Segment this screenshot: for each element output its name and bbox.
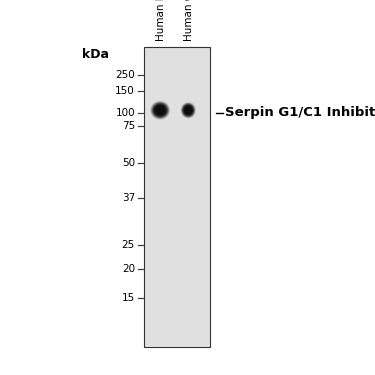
Ellipse shape: [155, 106, 165, 115]
Ellipse shape: [183, 105, 193, 116]
Ellipse shape: [184, 106, 192, 114]
Ellipse shape: [183, 105, 194, 116]
Text: 150: 150: [115, 86, 135, 96]
Ellipse shape: [156, 107, 164, 114]
Ellipse shape: [182, 103, 195, 117]
Ellipse shape: [155, 105, 165, 115]
Text: 250: 250: [115, 70, 135, 80]
Ellipse shape: [184, 105, 193, 115]
Ellipse shape: [182, 103, 195, 117]
Text: Human Lung: Human Lung: [156, 0, 165, 41]
Ellipse shape: [184, 106, 192, 115]
Ellipse shape: [184, 106, 192, 114]
Ellipse shape: [154, 104, 166, 116]
Text: Human Ovary: Human Ovary: [184, 0, 194, 41]
Ellipse shape: [185, 107, 191, 113]
FancyBboxPatch shape: [144, 47, 210, 347]
Ellipse shape: [153, 104, 167, 117]
Text: 37: 37: [122, 193, 135, 202]
Ellipse shape: [151, 102, 169, 119]
Ellipse shape: [182, 104, 195, 117]
Text: 15: 15: [122, 293, 135, 303]
Ellipse shape: [186, 108, 191, 113]
Ellipse shape: [157, 107, 164, 114]
Text: 50: 50: [122, 158, 135, 168]
Ellipse shape: [152, 102, 169, 118]
Text: 100: 100: [116, 108, 135, 117]
Ellipse shape: [154, 105, 166, 116]
Ellipse shape: [150, 101, 170, 119]
Ellipse shape: [153, 104, 167, 117]
Ellipse shape: [156, 106, 164, 114]
Ellipse shape: [151, 101, 170, 119]
Ellipse shape: [186, 108, 190, 113]
Ellipse shape: [185, 106, 192, 114]
Ellipse shape: [183, 105, 194, 116]
Text: 25: 25: [122, 240, 135, 249]
Ellipse shape: [153, 104, 167, 117]
Ellipse shape: [156, 106, 165, 115]
Ellipse shape: [185, 107, 191, 114]
Ellipse shape: [184, 105, 193, 115]
Ellipse shape: [154, 105, 166, 116]
Ellipse shape: [181, 102, 195, 118]
Ellipse shape: [185, 107, 192, 114]
Ellipse shape: [183, 104, 194, 117]
Text: 75: 75: [122, 122, 135, 131]
Text: Serpin G1/C1 Inhibitor: Serpin G1/C1 Inhibitor: [225, 106, 375, 119]
Text: kDa: kDa: [82, 48, 109, 61]
Ellipse shape: [181, 102, 196, 118]
Ellipse shape: [152, 103, 168, 118]
Ellipse shape: [157, 107, 163, 113]
Text: 20: 20: [122, 264, 135, 274]
Ellipse shape: [152, 102, 169, 118]
Ellipse shape: [156, 106, 164, 114]
Ellipse shape: [181, 103, 195, 118]
Ellipse shape: [182, 104, 194, 117]
Ellipse shape: [153, 103, 168, 117]
Ellipse shape: [154, 105, 166, 116]
Ellipse shape: [183, 104, 194, 116]
Ellipse shape: [152, 102, 168, 118]
